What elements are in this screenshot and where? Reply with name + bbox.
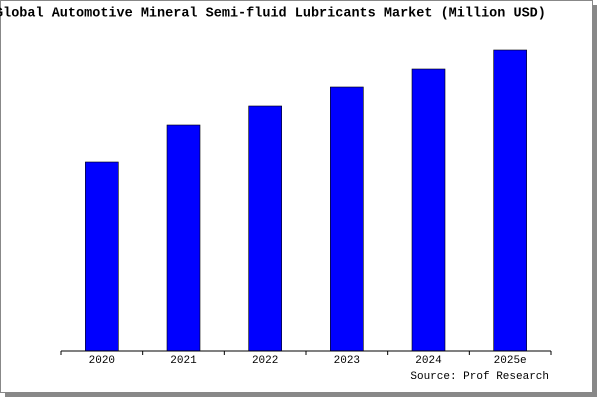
bar	[330, 86, 364, 352]
x-tick-label: 2020	[89, 355, 115, 367]
x-tick-label: 2025e	[494, 355, 527, 367]
bar	[166, 124, 201, 352]
bar	[85, 161, 119, 352]
x-tick-label: 2024	[415, 355, 442, 367]
bar	[411, 68, 446, 352]
bar	[493, 49, 527, 352]
x-tick-label: 2023	[334, 355, 360, 367]
chart-title: Global Automotive Mineral Semi-fluid Lub…	[0, 7, 546, 22]
x-tick-label: 2021	[170, 355, 197, 367]
source-note: Source: Prof Research	[410, 371, 549, 383]
bar	[248, 105, 282, 352]
x-tick-label: 2022	[252, 355, 278, 367]
